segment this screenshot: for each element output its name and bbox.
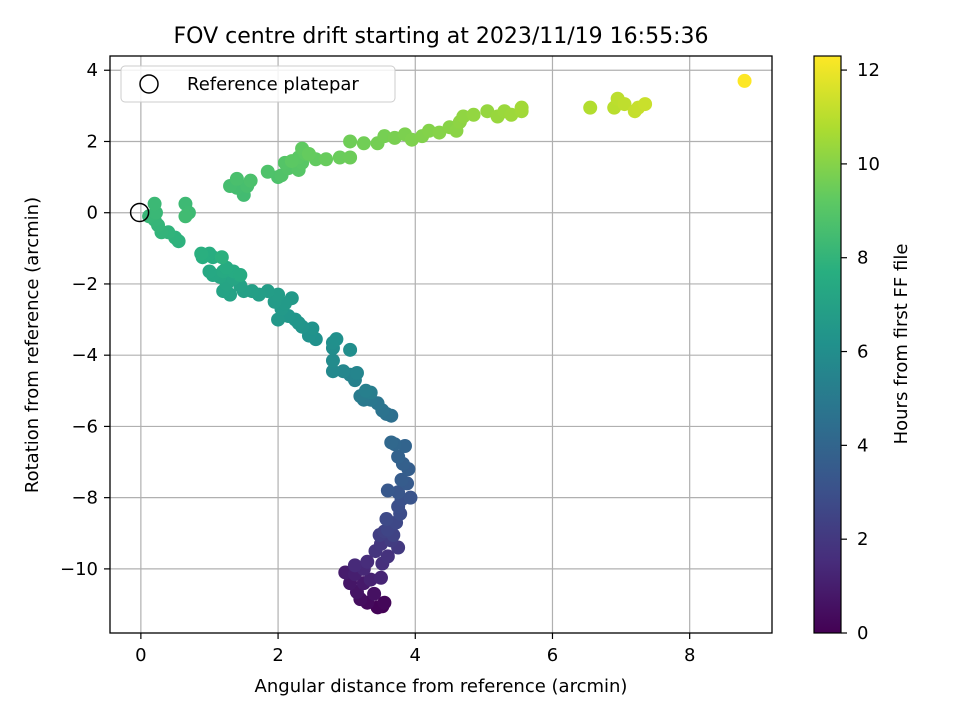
colorbar-tick-label: 10 xyxy=(857,154,880,175)
scatter-point xyxy=(379,512,394,527)
x-axis-ticks: 0 2 4 6 8 xyxy=(135,633,695,666)
scatter-points xyxy=(142,73,752,615)
colorbar-label: Hours from first FF file xyxy=(891,244,912,445)
scatter-point xyxy=(583,100,598,115)
scatter-point xyxy=(367,586,382,601)
x-tick-label: 6 xyxy=(547,645,558,666)
scatter-point xyxy=(319,152,334,167)
scatter-point xyxy=(243,173,258,188)
scatter-point xyxy=(391,449,406,464)
colorbar-tick-label: 6 xyxy=(857,342,868,363)
scatter-point xyxy=(380,549,395,564)
scatter-point xyxy=(147,196,162,211)
scatter-point xyxy=(377,129,392,144)
scatter-point xyxy=(358,383,373,398)
y-tick-label: 0 xyxy=(87,203,98,224)
y-tick-label: 2 xyxy=(87,131,98,152)
scatter-point xyxy=(219,260,234,275)
scatter-point xyxy=(202,264,217,279)
scatter-point xyxy=(260,164,275,179)
scatter-point xyxy=(194,246,209,261)
x-tick-label: 0 xyxy=(135,645,146,666)
y-axis-ticks: 4 2 0 −2 −4 −6 −8 −10 xyxy=(60,60,110,580)
scatter-point xyxy=(384,435,399,450)
scatter-point xyxy=(456,109,471,124)
y-axis-label: Rotation from reference (arcmin) xyxy=(22,197,43,493)
scatter-point xyxy=(229,171,244,186)
colorbar-tick-label: 0 xyxy=(857,623,868,644)
x-axis-label: Angular distance from reference (arcmin) xyxy=(255,676,628,697)
y-tick-label: −10 xyxy=(60,559,98,580)
y-tick-label: −6 xyxy=(71,416,98,437)
scatter-point xyxy=(432,125,447,140)
colorbar-tick-label: 2 xyxy=(857,529,868,550)
scatter-point xyxy=(301,146,316,161)
colorbar-tick-label: 4 xyxy=(857,435,868,456)
colorbar-ticks: 0 2 4 6 8 10 12 xyxy=(841,60,880,644)
scatter-point xyxy=(305,321,320,336)
scatter-point xyxy=(363,572,378,587)
legend-marker xyxy=(139,74,159,94)
y-tick-label: −8 xyxy=(71,488,98,509)
scatter-point xyxy=(403,490,418,505)
grid-lines xyxy=(110,56,772,633)
scatter-point xyxy=(347,558,362,573)
scatter-point xyxy=(325,353,340,368)
scatter-point xyxy=(271,312,286,327)
legend-box xyxy=(120,65,396,103)
scatter-point xyxy=(360,554,375,569)
y-tick-label: 4 xyxy=(87,60,98,81)
scatter-point xyxy=(466,107,481,122)
scatter-point xyxy=(325,364,340,379)
scatter-point xyxy=(421,123,436,138)
colorbar-gradient xyxy=(813,55,842,634)
scatter-point xyxy=(178,209,193,224)
colorbar: 0 2 4 6 8 10 12 Hours from first FF file xyxy=(813,55,912,644)
plot-frame xyxy=(109,55,773,634)
scatter-point xyxy=(343,342,358,357)
scatter-point xyxy=(284,154,299,169)
colorbar-tick-label: 8 xyxy=(857,248,868,269)
scatter-point xyxy=(373,570,388,585)
y-tick-label: −4 xyxy=(71,345,98,366)
scatter-point xyxy=(617,97,632,112)
scatter-point xyxy=(233,268,248,283)
legend-label: Reference platepar xyxy=(187,74,359,95)
scatter-point xyxy=(343,150,358,165)
scatter-point xyxy=(356,136,371,151)
scatter-point xyxy=(343,134,358,149)
reference-marker xyxy=(129,202,150,223)
scatter-point xyxy=(380,483,395,498)
scatter-point xyxy=(214,250,229,265)
x-tick-label: 8 xyxy=(684,645,695,666)
scatter-point xyxy=(329,332,344,347)
chart-title: FOV centre drift starting at 2023/11/19 … xyxy=(174,24,709,49)
x-tick-label: 4 xyxy=(410,645,421,666)
scatter-point xyxy=(737,73,752,88)
scatter-point xyxy=(397,439,412,454)
scatter-point xyxy=(638,97,653,112)
x-tick-label: 2 xyxy=(272,645,283,666)
scatter-point xyxy=(377,595,392,610)
scatter-point xyxy=(349,365,364,380)
scatter-point xyxy=(480,104,495,119)
scatter-point xyxy=(514,100,529,115)
scatter-point xyxy=(332,150,347,165)
scatter-point xyxy=(336,364,351,379)
scatter-point xyxy=(394,472,409,487)
legend: Reference platepar xyxy=(120,65,396,103)
scatter-point xyxy=(391,485,406,500)
colorbar-tick-label: 12 xyxy=(857,60,880,81)
y-tick-label: −2 xyxy=(71,274,98,295)
